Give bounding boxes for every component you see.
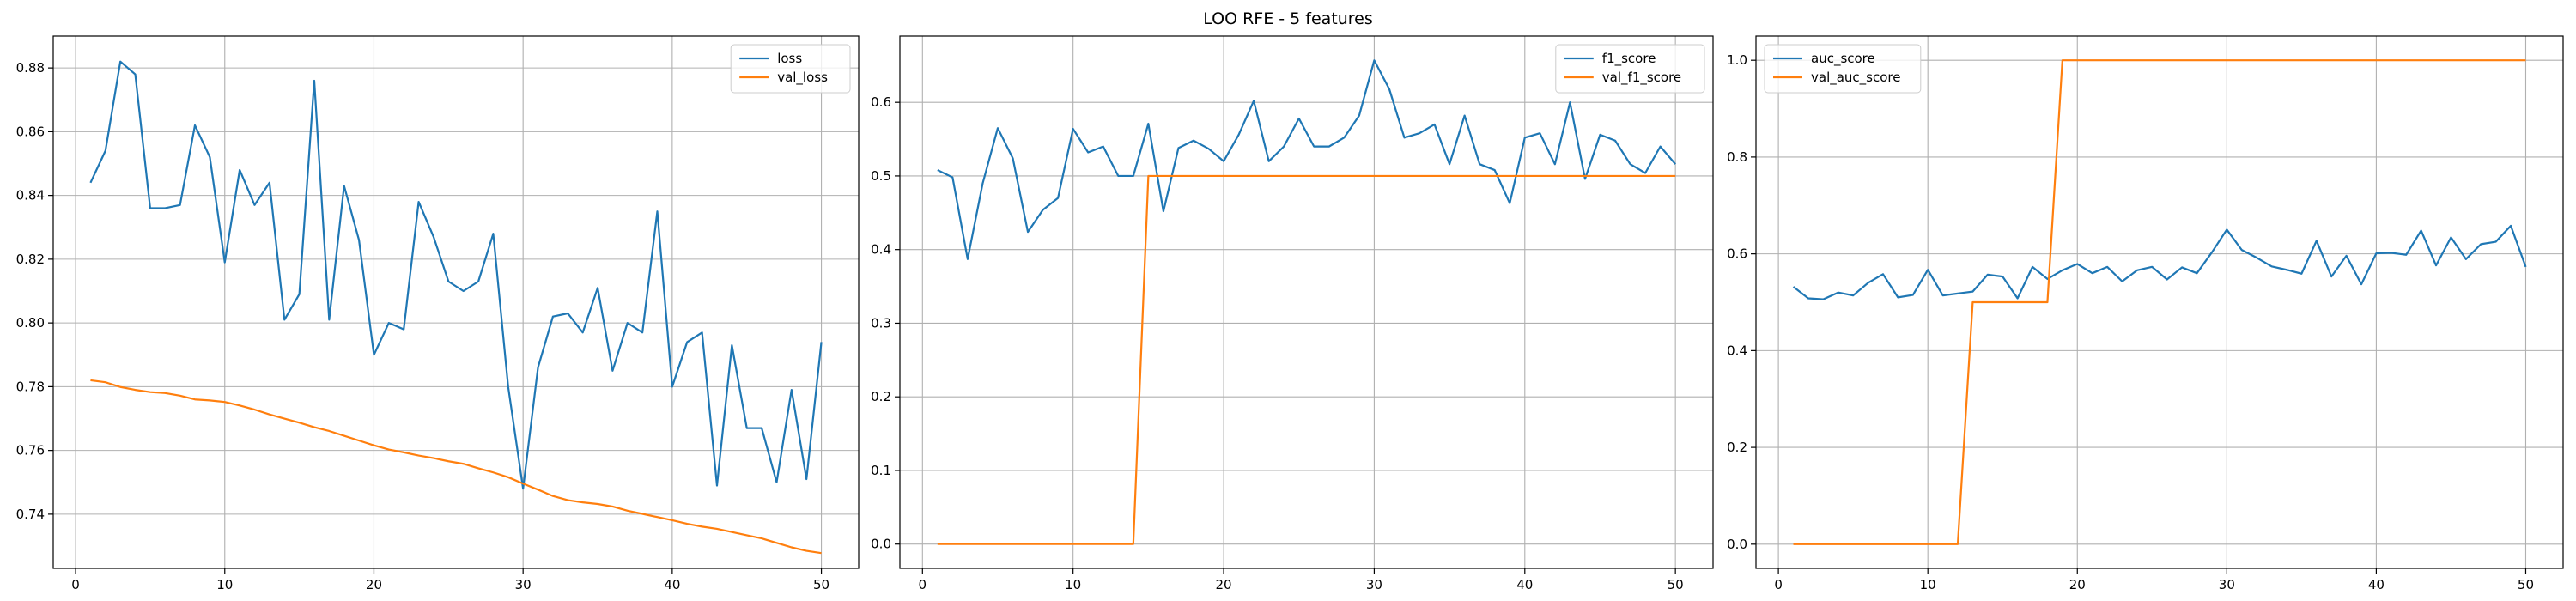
x-tick-label: 50: [1668, 577, 1684, 592]
y-tick-label: 0.86: [16, 124, 45, 139]
y-tick-label: 0.78: [16, 379, 45, 394]
x-tick-label: 10: [1920, 577, 1936, 592]
legend-box: [1764, 44, 1922, 94]
y-tick-label: 0.2: [1727, 440, 1747, 455]
axes-frame: [52, 35, 860, 569]
axes-frame: [1755, 35, 2564, 569]
x-tick-label: 10: [1065, 577, 1081, 592]
x-tick-label: 0: [1774, 577, 1783, 592]
y-tick-label: 0.2: [871, 389, 891, 404]
y-tick-label: 0.4: [871, 242, 891, 258]
y-tick-label: 0.5: [871, 168, 891, 184]
legend: loss val_loss: [730, 44, 851, 94]
f1-score-chart: 0 10 20 30 40 50 0.0 0.1 0.2 0.3 0.4 0.5 0.6 f1_score…: [871, 35, 1714, 592]
x-tick-label: 20: [1215, 577, 1231, 592]
legend-box: [1555, 44, 1705, 94]
y-tick-label: 0.76: [16, 443, 45, 458]
y-tick-label: 0.80: [16, 315, 45, 331]
x-tick-label: 20: [366, 577, 382, 592]
y-tick-label: 0.4: [1727, 343, 1747, 358]
x-tick-label: 50: [2518, 577, 2534, 592]
x-tick-label: 0: [919, 577, 927, 592]
legend-label: val_f1_score: [1602, 70, 1681, 86]
y-tick-label: 0.84: [16, 188, 45, 203]
series-line-f1-score: [937, 59, 1676, 260]
x-tick-label: 20: [2069, 577, 2086, 592]
legend-label: f1_score: [1602, 51, 1656, 67]
y-tick-label: 0.74: [16, 507, 45, 522]
series-line-val-f1-score: [937, 174, 1676, 545]
series-line-val-auc-score: [1793, 59, 2526, 545]
x-tick-label: 30: [515, 577, 532, 592]
series-line-val-loss: [90, 379, 822, 555]
legend: auc_score val_auc_score: [1764, 44, 1922, 94]
y-tick-label: 0.8: [1727, 149, 1747, 165]
x-tick-label: 30: [1366, 577, 1382, 592]
legend-label: loss: [777, 51, 802, 66]
y-tick-label: 0.0: [1727, 537, 1747, 552]
y-tick-label: 0.6: [1727, 246, 1747, 262]
y-tick-label: 0.6: [871, 94, 891, 110]
axes-frame: [899, 35, 1714, 569]
series-line-auc-score: [1792, 224, 2527, 300]
x-tick-label: 30: [2219, 577, 2235, 592]
auc-score-chart: 0 10 20 30 40 50 0.0 0.2 0.4 0.6 0.8 1.0 auc_scoreva…: [1727, 35, 2564, 592]
y-tick-label: 1.0: [1727, 52, 1747, 68]
figure-title: LOO RFE - 5 features: [1203, 9, 1373, 28]
legend: f1_score val_f1_score: [1555, 44, 1705, 94]
x-tick-label: 50: [813, 577, 829, 592]
x-tick-label: 0: [71, 577, 80, 592]
legend-box: [730, 44, 851, 94]
legend-label: auc_score: [1811, 51, 1875, 67]
y-tick-label: 0.0: [871, 537, 891, 552]
y-tick-label: 0.88: [16, 60, 45, 76]
y-tick-label: 0.3: [871, 315, 891, 331]
loss-chart: 0 10 20 30 40 50 0.74 0.76 0.78 0.80 0.82 0.84 0.86 0…: [16, 35, 860, 592]
series-line-loss: [89, 60, 823, 490]
x-tick-label: 10: [216, 577, 233, 592]
y-tick-label: 0.1: [871, 463, 891, 478]
x-tick-label: 40: [1516, 577, 1533, 592]
legend-label: val_auc_score: [1811, 70, 1901, 86]
x-tick-label: 40: [2368, 577, 2385, 592]
legend-label: val_loss: [777, 70, 828, 86]
x-tick-label: 40: [664, 577, 680, 592]
y-tick-label: 0.82: [16, 252, 45, 267]
